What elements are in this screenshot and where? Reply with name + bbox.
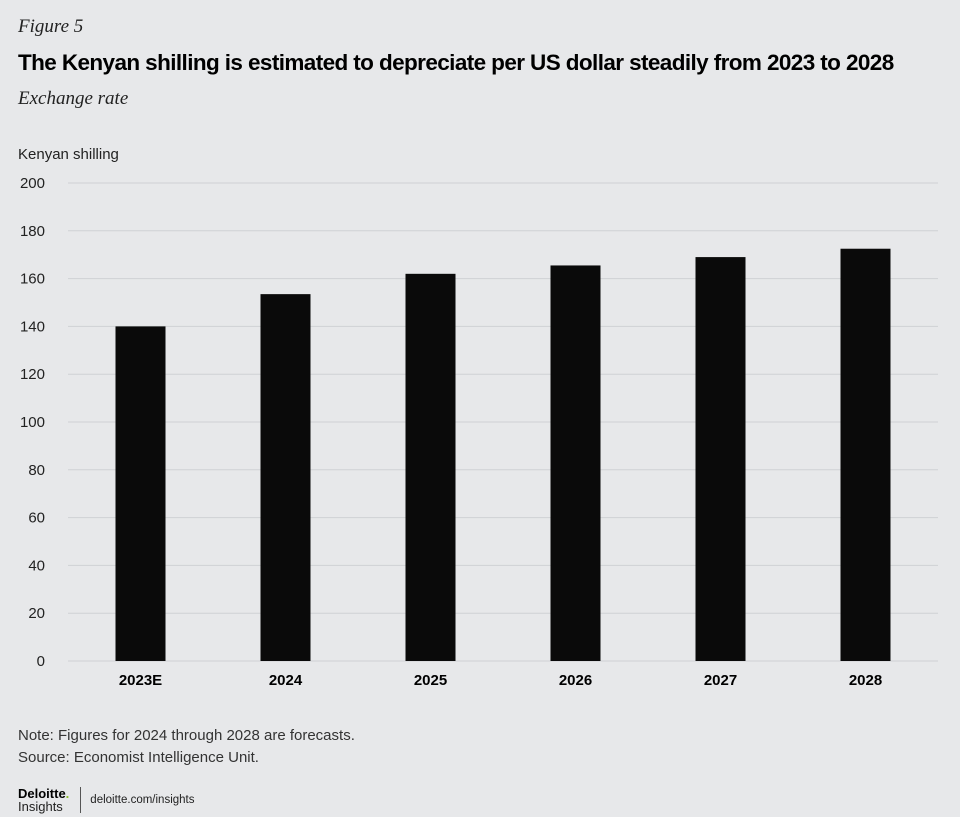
x-axis-ticks: 2023E 2024 2025 2026 2027 2028 <box>119 672 882 689</box>
y-axis-label: Kenyan shilling <box>18 146 119 163</box>
bar-2025 <box>405 273 456 661</box>
y-tick-label: 0 <box>37 653 45 670</box>
logo-subtext: Insights <box>18 799 63 814</box>
bar-2026 <box>550 265 601 661</box>
y-tick-label: 140 <box>20 318 45 335</box>
bar-2023E <box>115 326 166 661</box>
bar-2027 <box>695 257 746 661</box>
y-axis-ticks: 0 20 40 60 80 100 120 140 160 180 200 <box>20 175 45 670</box>
y-tick-label: 120 <box>20 366 45 383</box>
gridlines <box>68 182 938 662</box>
bar-2024 <box>260 294 311 661</box>
y-tick-label: 100 <box>20 414 45 431</box>
x-tick-label: 2025 <box>414 672 447 689</box>
y-tick-label: 60 <box>28 510 45 527</box>
note-text: Note: Figures for 2024 through 2028 are … <box>18 727 355 744</box>
y-tick-label: 160 <box>20 271 45 288</box>
bar-chart: Kenyan shilling 0 20 40 60 80 100 120 140 160 180… <box>18 146 938 689</box>
bar-2028 <box>840 248 891 661</box>
chart-notes: Note: Figures for 2024 through 2028 are … <box>18 725 355 769</box>
y-tick-label: 40 <box>28 557 45 574</box>
y-tick-label: 200 <box>20 175 45 192</box>
figure-label: Figure 5 <box>18 16 84 37</box>
x-tick-label: 2024 <box>269 672 303 689</box>
x-tick-label: 2028 <box>849 672 882 689</box>
y-tick-label: 80 <box>28 462 45 479</box>
logo-dot: . <box>65 786 70 801</box>
x-tick-label: 2027 <box>704 672 737 689</box>
chart-subtitle: Exchange rate <box>18 88 129 109</box>
x-tick-label: 2026 <box>559 672 592 689</box>
source-text: Source: Economist Intelligence Unit. <box>18 749 259 766</box>
chart-title: The Kenyan shilling is estimated to depr… <box>18 50 894 75</box>
footer-divider <box>80 787 82 813</box>
footer: Deloitte. Insights deloitte.com/insights <box>18 786 195 814</box>
x-tick-label: 2023E <box>119 672 162 689</box>
y-tick-label: 20 <box>28 605 45 622</box>
footer-link[interactable]: deloitte.com/insights <box>90 794 195 806</box>
logo-word: Deloitte <box>18 786 66 801</box>
y-tick-label: 180 <box>20 223 45 240</box>
bars <box>115 248 891 661</box>
deloitte-insights-logo: Deloitte. Insights <box>18 787 69 813</box>
logo-wordmark: Deloitte. <box>18 787 69 800</box>
